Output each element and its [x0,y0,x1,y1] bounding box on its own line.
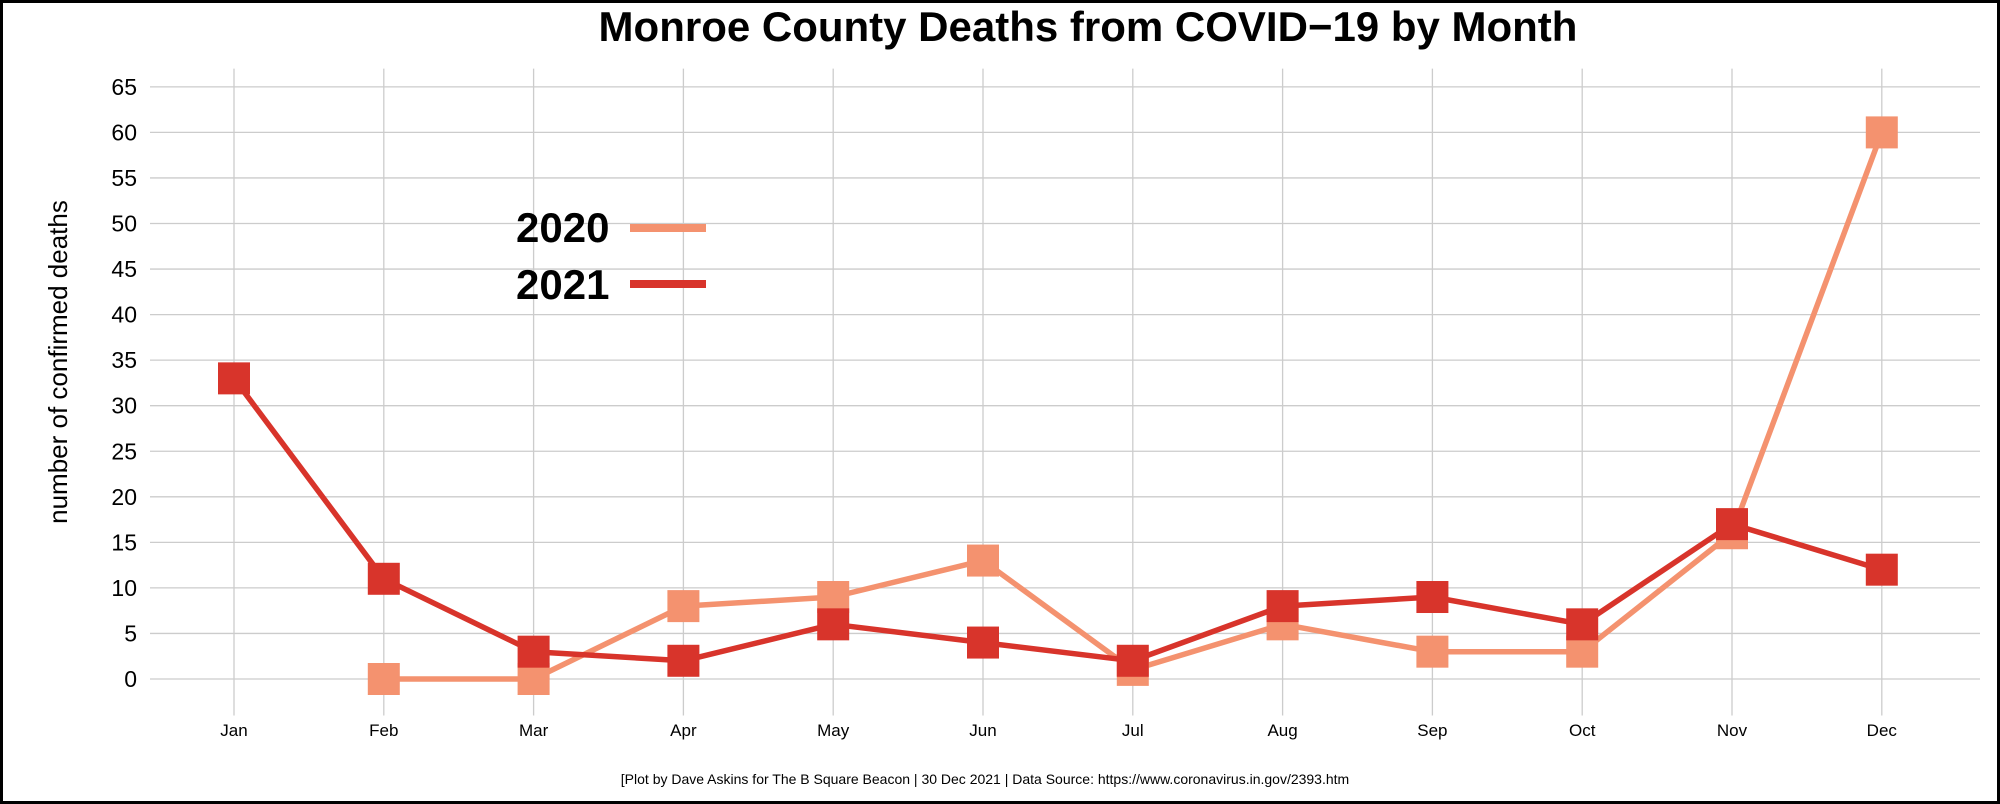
legend-label-2020: 2020 [516,204,609,251]
y-tick-label: 65 [111,74,137,100]
y-tick-label: 15 [111,529,137,555]
data-point-2021-Nov [1716,508,1748,541]
data-point-2020-Dec [1865,116,1898,149]
series-group [218,116,1898,695]
data-point-2021-Apr [667,644,700,677]
y-tick-label: 25 [111,438,137,464]
data-point-2020-Sep [1416,635,1449,668]
data-point-2020-Feb [367,663,400,695]
x-tick-label: Dec [1867,721,1898,740]
y-axis-ticks: 0 5 10 15 20 25 30 35 40 45 50 55 60 65 [111,74,137,692]
data-point-2021-Oct [1566,608,1599,641]
data-point-2021-Feb [367,562,400,595]
x-tick-label: Apr [670,721,697,740]
y-tick-label: 10 [111,575,137,601]
legend-label-2021: 2021 [516,261,609,308]
x-tick-label: Jul [1122,721,1144,740]
x-tick-label: May [817,721,850,740]
y-tick-label: 30 [111,393,137,419]
y-axis-label: number of confirmed deaths [43,200,73,524]
x-tick-label: Oct [1569,721,1596,740]
data-point-2021-Jan [218,362,250,395]
y-tick-label: 5 [124,620,137,646]
data-point-2020-Oct [1566,635,1599,668]
y-tick-label: 55 [111,165,137,191]
data-point-2021-Sep [1416,581,1449,614]
series-2021 [218,362,1898,677]
data-point-2021-Jun [967,626,999,659]
y-tick-label: 40 [111,302,137,328]
x-tick-label: Nov [1717,721,1748,740]
grid [150,68,1980,716]
x-axis-ticks: Jan Feb Mar Apr May Jun Jul Aug Sep Oct Nov Dec [220,721,1897,740]
x-tick-label: Mar [519,721,549,740]
x-tick-label: Jun [969,721,996,740]
data-point-2020-Jun [967,544,999,577]
data-point-2021-May [817,608,850,641]
data-point-2020-Apr [667,590,700,623]
series-line-2021 [231,376,1883,664]
chart-title: Monroe County Deaths from COVID−19 by Mo… [599,3,1578,50]
data-point-2020-May [817,581,850,614]
x-tick-label: Jan [220,721,247,740]
data-point-2021-Dec [1865,553,1898,586]
y-tick-label: 0 [124,666,137,692]
x-tick-label: Feb [369,721,398,740]
data-point-2021-Mar [517,635,550,668]
y-tick-label: 20 [111,484,137,510]
data-point-2021-Jul [1116,644,1149,677]
x-tick-label: Aug [1267,721,1297,740]
data-point-2021-Aug [1266,590,1299,623]
y-tick-label: 60 [111,119,137,145]
y-tick-label: 45 [111,256,137,282]
data-point-2020-Mar [517,663,550,695]
x-tick-label: Sep [1417,721,1447,740]
y-tick-label: 35 [111,347,137,373]
source-caption: [Plot by Dave Askins for The B Square Be… [621,771,1349,787]
legend: 2020 2021 [516,204,706,308]
y-tick-label: 50 [111,211,137,237]
